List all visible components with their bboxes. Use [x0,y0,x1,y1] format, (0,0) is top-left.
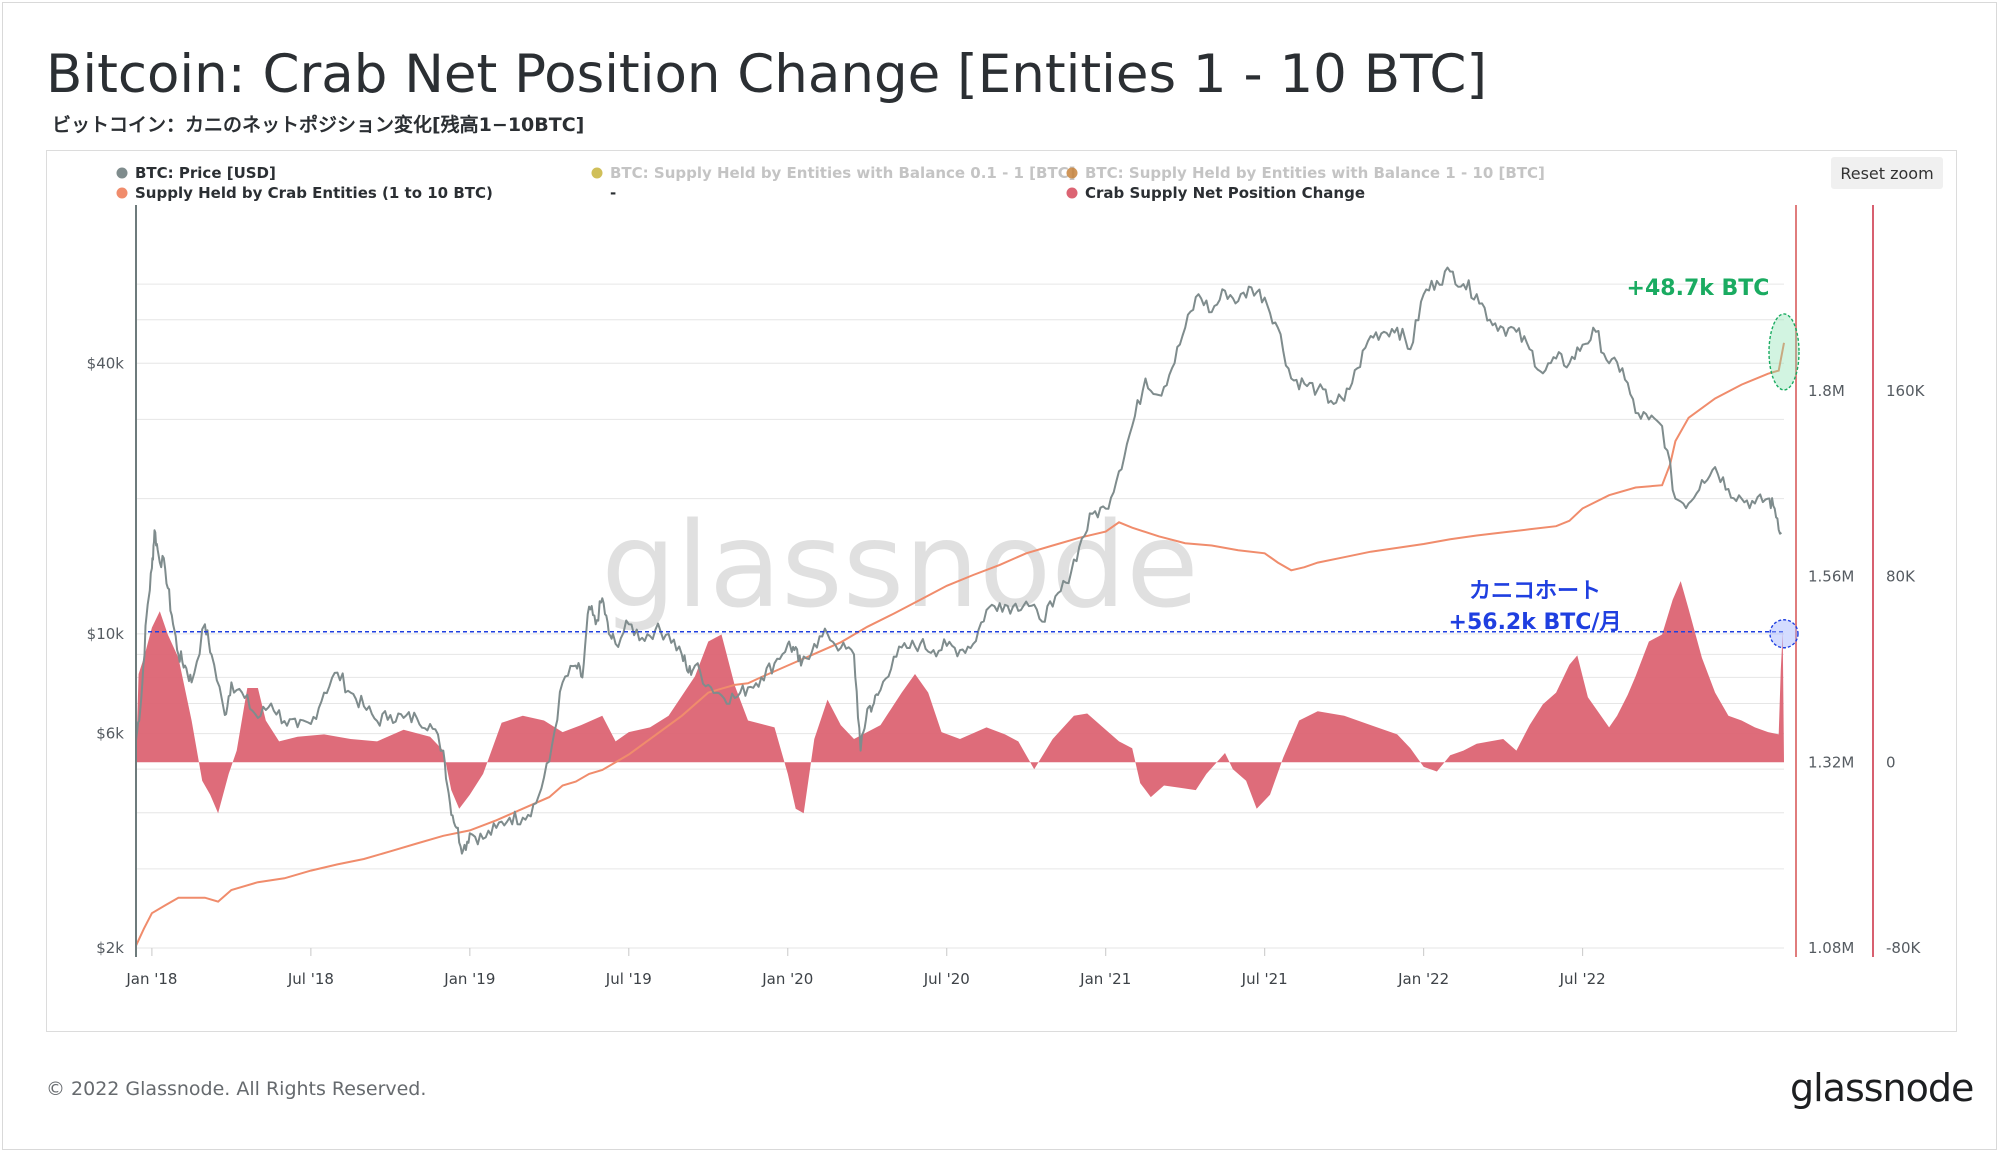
annotation-crab-cohort: カニコホート [1469,579,1601,604]
legend-marker[interactable] [591,167,603,179]
supply-tick-label: 1.8M [1808,382,1845,400]
legend-item-label[interactable]: - [610,184,616,202]
legend-item-label[interactable]: Crab Supply Net Position Change [1085,184,1365,202]
x-tick-label: Jan '20 [761,970,813,988]
x-tick-label: Jul '20 [923,970,970,988]
x-tick-label: Jan '19 [443,970,495,988]
legend-marker[interactable] [116,167,128,179]
legend-marker[interactable] [1066,187,1078,199]
x-tick-label: Jul '22 [1559,970,1606,988]
legend-marker[interactable] [116,187,128,199]
page-subtitle: ビットコイン：カニのネットポジション変化[残高1−10BTC] [52,114,585,136]
legend-item-label[interactable]: BTC: Supply Held by Entities with Balanc… [610,164,1076,182]
price-tick-label: $10k [87,625,125,643]
price-tick-label: $2k [96,939,124,957]
x-tick-label: Jan '22 [1397,970,1449,988]
supply-tick-label: 1.08M [1808,939,1854,957]
watermark: glassnode [601,496,1198,634]
annotation-supply-change: +48.7k BTC [1627,276,1770,301]
legend-layer: BTC: Price [USD] BTC: Supply Held by Enti… [116,164,1545,202]
legend-item-label[interactable]: BTC: Supply Held by Entities with Balanc… [1085,164,1545,182]
legend-item-label[interactable]: BTC: Price [USD] [135,164,276,182]
net-change-tick-label: -80K [1886,939,1921,957]
x-tick-label: Jan '21 [1079,970,1131,988]
net-change-tick-label: 80K [1886,568,1916,586]
price-tick-label: $40k [87,354,125,372]
chart-container [46,150,1957,1032]
supply-tick-label: 1.32M [1808,753,1854,771]
x-tick-label: Jul '21 [1241,970,1288,988]
price-tick-label: $6k [96,725,124,743]
annotation-monthly-change: +56.2k BTC/月 [1449,610,1622,635]
tick-labels-layer: $2k $6k $10k $40k 1.08M 1.32M 1.56M 1.8M -80K 0 80… [87,354,1926,988]
legend-marker[interactable] [1066,167,1078,179]
price-layer [135,266,1783,855]
net-change-area-layer [136,581,1784,814]
net-change-area [136,581,1784,814]
x-tick-label: Jul '18 [287,970,334,988]
crab-supply-line [135,342,1785,947]
footer-logo: glassnode [1790,1066,1974,1110]
x-tick-label: Jul '19 [605,970,652,988]
page-title: Bitcoin: Crab Net Position Change [Entit… [46,44,1488,105]
reference-highlight-circle [1769,619,1799,649]
crab-supply-layer [135,342,1785,947]
price-line [135,266,1783,855]
legend-item-label[interactable]: Supply Held by Crab Entities (1 to 10 BT… [135,184,493,202]
x-tick-label: Jan '18 [125,970,177,988]
reset-zoom-button[interactable]: Reset zoom [1831,157,1943,189]
net-change-tick-label: 160K [1886,382,1926,400]
supply-tick-label: 1.56M [1808,568,1854,586]
net-change-tick-label: 0 [1886,753,1896,771]
footer-copyright: © 2022 Glassnode. All Rights Reserved. [46,1078,427,1100]
annotations-layer: +48.7k BTC カニコホート +56.2k BTC/月 [148,276,1800,649]
supply-jump-highlight [1768,313,1800,391]
chart-gridlines [136,283,1784,949]
